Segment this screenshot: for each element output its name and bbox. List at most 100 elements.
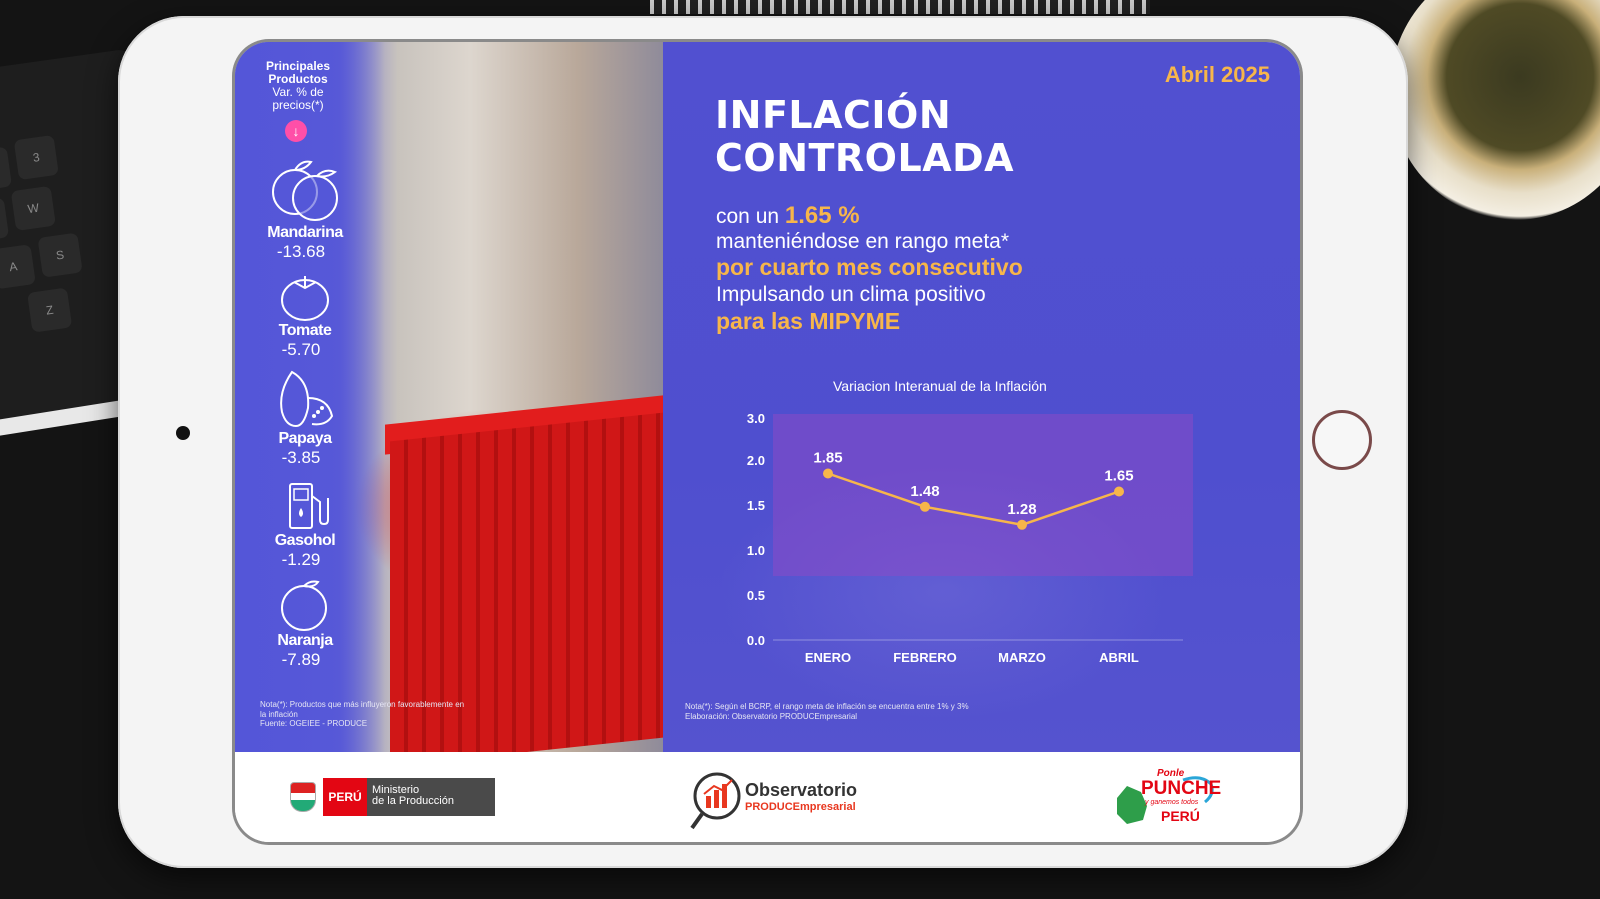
product-name: Papaya <box>278 430 332 447</box>
positive-climate-line: Impulsando un clima positivo <box>716 283 986 306</box>
data-label: 1.85 <box>813 450 842 467</box>
background-cactus-plant <box>1390 0 1600 220</box>
y-tick-label: 2.0 <box>747 453 765 468</box>
ministry-logo: PERÚ Ministerio de la Producción <box>290 778 495 816</box>
chart-title: Variacion Interanual de la Inflación <box>833 378 1047 394</box>
products-header-sub: Var. % de <box>272 85 324 99</box>
coat-of-arms-icon <box>290 782 316 812</box>
product-name: Tomate <box>278 322 332 339</box>
x-category-label: FEBRERO <box>893 650 957 665</box>
peru-map-icon <box>1117 776 1214 824</box>
x-category-label: ENERO <box>805 650 851 665</box>
products-source: Fuente: OGEIEE - PRODUCE <box>260 719 368 728</box>
x-category-label: ABRIL <box>1099 650 1139 665</box>
data-point <box>1114 486 1124 497</box>
products-header-title-2: Productos <box>268 72 328 86</box>
down-arrow-icon: ↓ <box>285 120 307 142</box>
x-axis: ENERO FEBRERO MARZO ABRIL <box>805 650 1139 665</box>
key: 2 <box>0 146 13 192</box>
products-note-line: Nota(*): Productos que más influyeron fa… <box>260 700 465 709</box>
punche-line: PERÚ <box>1161 808 1200 824</box>
headline: INFLACIÓN CONTROLADA <box>715 94 1014 180</box>
papaya-icon <box>280 370 334 428</box>
product-value: -13.68 <box>276 242 326 261</box>
key: W <box>10 185 56 231</box>
peru-label: PERÚ <box>323 778 367 816</box>
headline-line: CONTROLADA <box>715 136 1015 180</box>
consecutive-month-line: por cuarto mes consecutivo <box>716 254 1023 280</box>
inflation-note-credit: Elaboración: Observatorio PRODUCEmpresar… <box>685 711 858 721</box>
tomato-icon <box>281 276 329 321</box>
observatorio-name: Observatorio <box>745 780 858 800</box>
y-axis: 0.0 0.5 1.0 1.5 2.0 3.0 <box>747 411 1183 648</box>
mandarin-icon <box>272 160 338 221</box>
ministry-name: Ministerio de la Producción <box>367 778 495 816</box>
ministry-line: Ministerio <box>372 784 420 796</box>
y-tick-label: 1.5 <box>747 498 765 513</box>
infographic-screen: Principales Productos Var. % de precios(… <box>235 42 1300 842</box>
product-value: -3.85 <box>281 448 321 467</box>
mipyme-line: para las MIPYME <box>716 308 901 334</box>
data-point <box>823 468 833 479</box>
product-item-mandarina: Mandarina -13.68 <box>245 154 365 262</box>
products-panel: Principales Productos Var. % de precios(… <box>235 42 663 767</box>
key: Q <box>0 197 10 243</box>
product-name: Gasohol <box>274 532 336 549</box>
target-range-band <box>773 414 1193 576</box>
inflation-rate-line: con un 1.65 % <box>716 202 860 230</box>
orange-icon <box>281 580 327 631</box>
key: Z <box>27 287 73 333</box>
key: A <box>0 244 36 290</box>
product-item-tomate: Tomate -5.70 <box>245 270 365 360</box>
y-tick-label: 0.0 <box>747 633 765 648</box>
y-tick-label: 0.5 <box>747 588 765 603</box>
inflation-panel: Abril 2025 INFLACIÓN CONTROLADA con un 1… <box>663 42 1300 752</box>
report-date: Abril 2025 <box>1164 62 1270 87</box>
product-item-gasohol: Gasohol -1.29 <box>245 480 365 570</box>
tablet-home-button[interactable] <box>1312 410 1372 470</box>
magnifier-chart-icon <box>690 772 741 830</box>
inflation-line-chart: 0.0 0.5 1.0 1.5 2.0 3.0 ENERO FEBRERO MARZO ABRI… <box>747 411 1193 665</box>
ponle-punche-logo: Ponle PUNCHE y ganemos todos PERÚ <box>1113 768 1223 830</box>
y-tick-label: 3.0 <box>747 411 765 426</box>
ministry-line: de la Producción <box>372 795 454 807</box>
headline-line: INFLACIÓN <box>715 93 952 137</box>
punche-line: PUNCHE <box>1141 778 1222 799</box>
background-notebook-spiral <box>650 0 1150 14</box>
x-category-label: MARZO <box>998 650 1046 665</box>
target-range-line: manteniéndose en rango meta* <box>716 230 1010 253</box>
products-header-title: Principales <box>265 59 331 73</box>
observatorio-subtitle: PRODUCEmpresarial <box>745 801 856 813</box>
y-tick-label: 1.0 <box>747 543 765 558</box>
data-point <box>1017 519 1027 530</box>
data-points: 1.85 1.48 1.28 1.65 <box>813 450 1134 530</box>
fuel-pump-icon <box>289 483 329 529</box>
product-name: Naranja <box>277 632 333 649</box>
product-value: -1.29 <box>281 550 321 569</box>
data-label: 1.48 <box>910 483 939 500</box>
product-item-naranja: Naranja -7.89 <box>245 580 365 670</box>
footer: PERÚ Ministerio de la Producción Observa… <box>235 752 1300 842</box>
data-label: 1.28 <box>1007 501 1036 518</box>
products-overlay <box>235 42 385 752</box>
inflation-note-line: Nota(*): Según el BCRP, el rango meta de… <box>685 702 969 711</box>
products-note-line: la inflación <box>260 709 298 719</box>
products-header-sub-2: precios(*) <box>272 98 324 112</box>
observatorio-logo: Observatorio PRODUCEmpresarial <box>690 770 890 832</box>
series-line <box>827 472 1120 527</box>
products-note: Nota(*): Productos que más influyeron fa… <box>260 700 525 729</box>
punche-line: y ganemos todos <box>1145 799 1199 806</box>
inflation-rate-value: 1.65 % <box>784 202 860 229</box>
tablet-camera <box>176 426 190 440</box>
product-value: -5.70 <box>281 340 321 359</box>
data-label: 1.65 <box>1104 468 1133 485</box>
key: 3 <box>13 134 59 181</box>
key: S <box>37 232 83 278</box>
inflation-rate-prefix: con un <box>716 205 780 228</box>
product-item-papaya: Papaya -3.85 <box>245 368 365 468</box>
inflation-note: Nota(*): Según el BCRP, el rango meta de… <box>685 702 1085 721</box>
punche-line: Ponle <box>1157 768 1185 779</box>
product-name: Mandarina <box>267 224 343 241</box>
data-point <box>920 501 930 512</box>
product-value: -7.89 <box>281 650 321 669</box>
